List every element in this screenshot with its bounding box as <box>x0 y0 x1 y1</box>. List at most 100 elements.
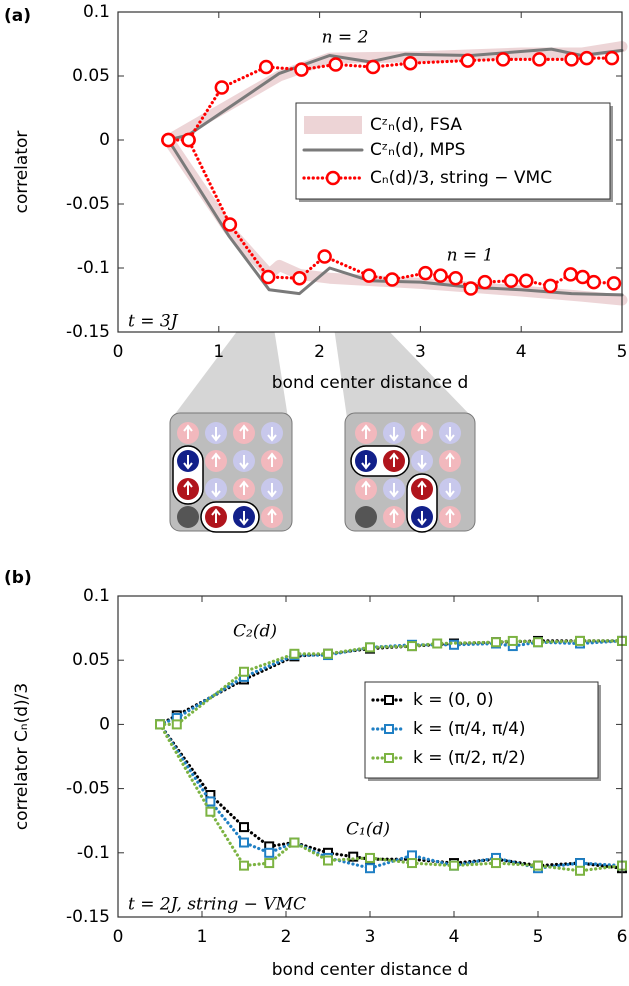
spin-arrow <box>361 455 371 470</box>
x-tick-label: 6 <box>617 927 628 947</box>
panel-label: (b) <box>4 568 32 588</box>
marker <box>239 860 249 871</box>
marker <box>348 851 359 862</box>
spin-arrow <box>445 427 455 442</box>
marker <box>239 666 249 677</box>
lattices <box>172 422 461 533</box>
y-tick-label: -0.15 <box>66 907 110 927</box>
annotation: t = 3J <box>128 312 179 332</box>
marker <box>407 641 417 652</box>
legend <box>364 681 599 779</box>
marker <box>205 796 216 807</box>
marker <box>449 860 459 871</box>
marker <box>448 270 463 286</box>
marker <box>477 274 493 290</box>
marker <box>365 852 375 863</box>
annotation: C₁(d) <box>346 820 390 840</box>
spin-arrow <box>239 455 249 470</box>
spin-arrow <box>389 508 399 523</box>
spin-arrow <box>361 480 371 495</box>
marker <box>323 855 333 866</box>
marker <box>181 132 196 148</box>
spin-arrow <box>417 511 427 526</box>
legend-marker <box>384 753 394 763</box>
y-tick-label: -0.05 <box>66 779 110 799</box>
axes-frame <box>117 11 623 333</box>
marker <box>533 860 543 871</box>
marker <box>260 269 276 285</box>
x-tick-label: 3 <box>415 342 426 362</box>
legend-label: k = (π/4, π/4) <box>413 719 526 739</box>
spin-arrow <box>417 480 427 495</box>
marker <box>155 719 165 730</box>
marker <box>171 719 182 730</box>
marker <box>317 249 332 264</box>
y-tick-label: 0.05 <box>72 66 110 86</box>
marker <box>532 52 547 67</box>
x-tick-label: 4 <box>516 342 527 362</box>
y-tick-label: -0.05 <box>66 194 110 214</box>
marker <box>289 648 300 659</box>
marker <box>294 62 309 77</box>
x-tick-label: 1 <box>197 927 208 947</box>
marker <box>365 59 381 75</box>
marker <box>606 276 622 291</box>
spin-arrow <box>211 452 221 467</box>
spin-arrow <box>239 511 249 526</box>
legend-marker <box>384 724 394 734</box>
panel-label: (a) <box>4 6 31 26</box>
marker <box>292 270 307 286</box>
spin-arrow <box>389 483 399 498</box>
marker <box>323 648 333 659</box>
site <box>355 506 377 528</box>
spin-arrow <box>239 424 249 439</box>
spin-arrow <box>183 480 193 495</box>
legend-label: Cᶻₙ(d), MPS <box>370 140 465 160</box>
y-tick-label: 0 <box>99 714 110 734</box>
legend-label: k = (0, 0) <box>413 690 494 710</box>
marker <box>264 847 275 858</box>
marker <box>432 638 443 649</box>
y-tick-label: 0.05 <box>72 650 110 670</box>
spin-arrow <box>211 483 221 498</box>
marker <box>205 806 216 817</box>
spin-arrow <box>361 424 371 439</box>
spin-arrow <box>239 480 249 495</box>
marker <box>384 272 400 287</box>
x-tick-label: 5 <box>617 342 628 362</box>
x-tick-label: 3 <box>365 927 376 947</box>
x-tick-label: 0 <box>113 927 124 947</box>
y-axis-label: correlator Cₙ(d)/3 <box>12 683 32 830</box>
x-tick-label: 2 <box>314 342 325 362</box>
spin-arrow <box>389 427 399 442</box>
site <box>177 506 199 528</box>
spin-arrow <box>417 455 427 470</box>
x-axis-label: bond center distance d <box>272 960 469 980</box>
y-tick-label: 0.1 <box>83 2 110 22</box>
marker <box>403 55 418 71</box>
spin-arrow <box>267 427 277 442</box>
spin-arrow <box>211 427 221 442</box>
marker <box>222 217 238 232</box>
marker <box>604 50 620 66</box>
marker <box>239 837 249 848</box>
marker <box>289 837 300 848</box>
spin-arrow <box>267 452 277 467</box>
marker <box>579 50 594 66</box>
marker <box>507 635 518 646</box>
marker <box>264 858 275 869</box>
annotation: C₂(d) <box>233 622 277 642</box>
marker <box>495 52 511 67</box>
marker <box>491 637 501 648</box>
x-tick-label: 0 <box>113 342 124 362</box>
y-tick-label: -0.15 <box>66 322 110 342</box>
marker <box>214 80 230 95</box>
spin-arrow <box>183 424 193 439</box>
marker <box>433 268 448 283</box>
marker <box>365 642 375 653</box>
annotation: t = 2J, string − VMC <box>128 895 306 915</box>
marker <box>543 278 558 294</box>
legend-marker <box>325 170 341 186</box>
annotation: n = 1 <box>447 246 494 266</box>
